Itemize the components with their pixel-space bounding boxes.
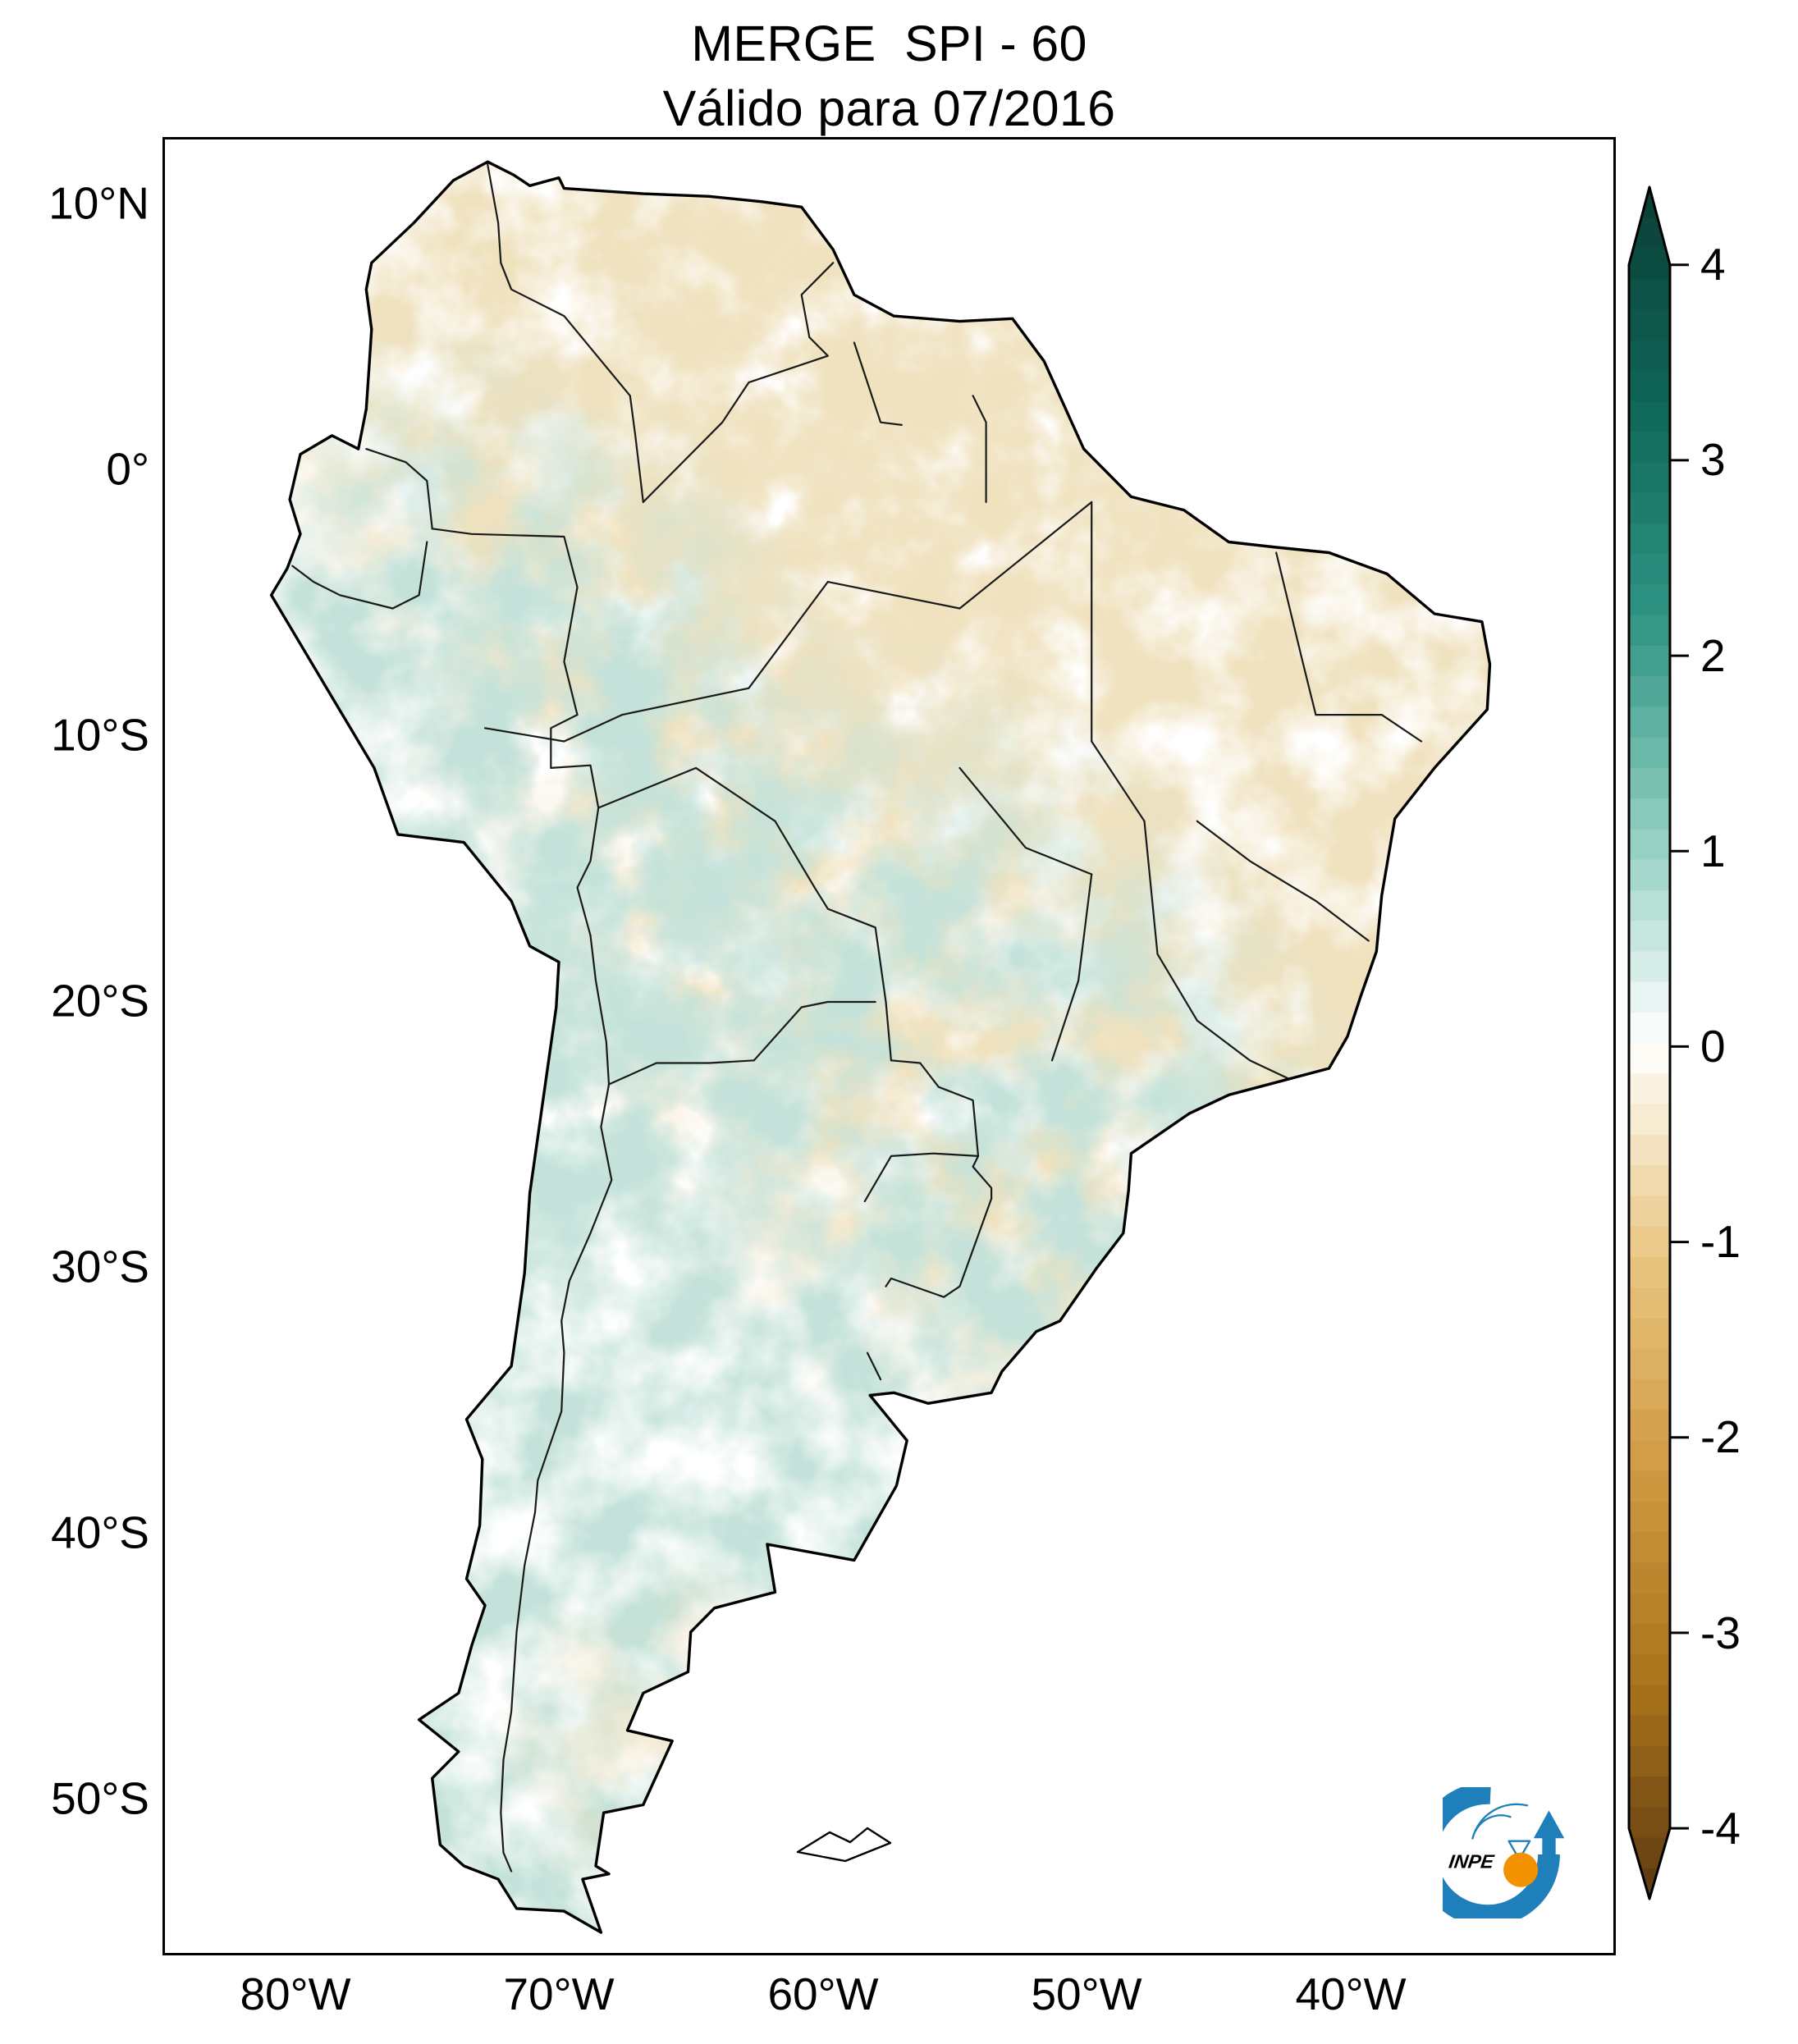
- svg-text:INPE: INPE: [1448, 1850, 1496, 1872]
